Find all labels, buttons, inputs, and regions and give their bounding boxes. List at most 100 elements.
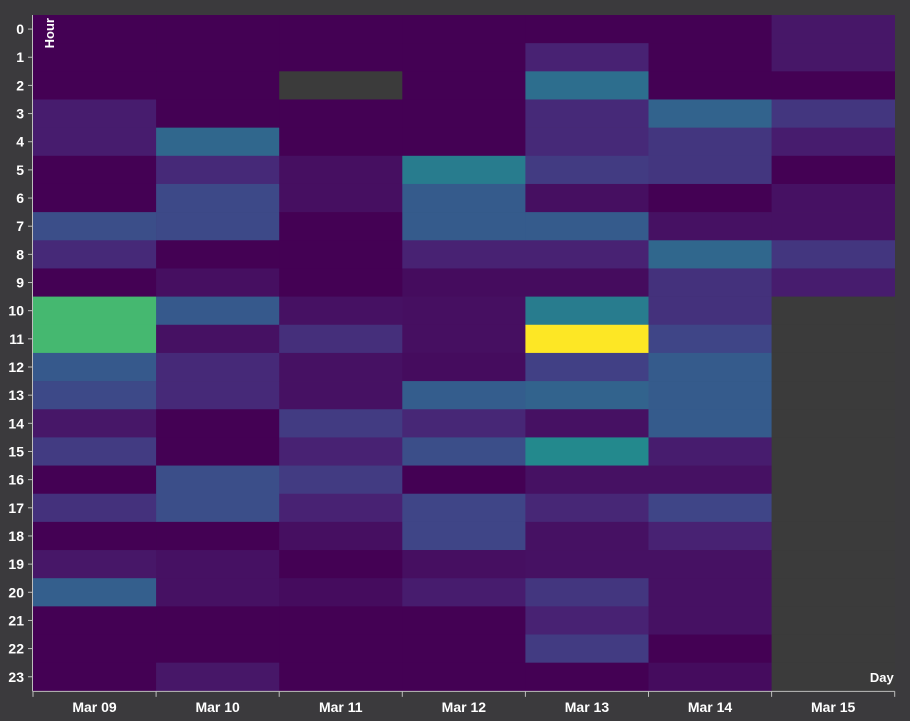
heatmap-cell — [525, 155, 649, 185]
heatmap-cell — [33, 521, 157, 551]
heatmap-cell — [33, 43, 157, 72]
y-tick-label: 1 — [16, 49, 24, 65]
heatmap-cell — [771, 381, 895, 410]
heatmap-cell — [33, 15, 157, 44]
heatmap-cell — [648, 99, 772, 128]
heatmap-cell — [156, 99, 280, 128]
heatmap-cell — [402, 465, 526, 495]
y-tick-label: 14 — [8, 415, 24, 431]
heatmap-cell — [279, 634, 403, 663]
heatmap-cell — [279, 15, 403, 44]
heatmap-cell — [771, 606, 895, 635]
heatmap-cell — [771, 15, 895, 44]
heatmap-cell — [156, 296, 280, 326]
heatmap-cell — [771, 155, 895, 185]
heatmap-cell — [525, 43, 649, 72]
heatmap-cell — [279, 381, 403, 410]
heatmap-cell — [156, 352, 280, 382]
heatmap-cell — [279, 99, 403, 128]
heatmap-cell — [156, 155, 280, 185]
heatmap-cell — [402, 43, 526, 72]
heatmap-cell — [402, 324, 526, 354]
y-tick-label: 21 — [8, 612, 24, 628]
heatmap-cell — [33, 550, 157, 579]
heatmap-cell — [156, 521, 280, 551]
x-tick-label: Mar 13 — [565, 699, 610, 715]
y-tick-label: 5 — [16, 162, 24, 178]
heatmap-cell — [771, 352, 895, 382]
heatmap-cell — [525, 71, 649, 100]
heatmap-cell — [402, 155, 526, 185]
heatmap-cell — [525, 662, 649, 692]
heatmap-cell — [279, 240, 403, 269]
heatmap-cell — [279, 465, 403, 495]
heatmap-cell — [648, 296, 772, 326]
y-tick-label: 3 — [16, 106, 24, 122]
heatmap-cell — [279, 43, 403, 72]
y-tick-label: 15 — [8, 443, 24, 459]
heatmap-cell — [402, 127, 526, 157]
y-tick-label: 10 — [8, 303, 24, 319]
y-tick-label: 0 — [16, 21, 24, 37]
heatmap-cell — [771, 437, 895, 466]
heatmap-cell — [33, 183, 157, 213]
heatmap-cell — [648, 324, 772, 354]
heatmap-cell — [279, 268, 403, 297]
heatmap-cell — [525, 521, 649, 551]
heatmap-cell — [33, 99, 157, 128]
heatmap-cell — [156, 634, 280, 663]
heatmap-cell — [648, 127, 772, 157]
heatmap-cell — [402, 71, 526, 100]
y-tick-label: 23 — [8, 669, 24, 685]
heatmap-cell — [771, 521, 895, 551]
heatmap-cell — [279, 127, 403, 157]
heatmap-cell — [771, 409, 895, 438]
heatmap-cell — [279, 606, 403, 635]
heatmap-cell — [648, 578, 772, 607]
heatmap-cell — [648, 352, 772, 382]
heatmap-cell — [525, 99, 649, 128]
heatmap-cell — [279, 550, 403, 579]
heatmap-cell — [648, 240, 772, 269]
x-axis-title: Day — [870, 670, 895, 685]
heatmap-cell — [402, 212, 526, 241]
heatmap-cell — [648, 662, 772, 692]
heatmap-cell — [648, 493, 772, 523]
heatmap-cell — [33, 409, 157, 438]
heatmap-cell — [402, 268, 526, 297]
heatmap-cell — [156, 662, 280, 692]
heatmap-cell — [156, 578, 280, 607]
heatmap-cell — [402, 550, 526, 579]
heatmap-cell — [525, 437, 649, 466]
y-axis-title: Hour — [42, 18, 57, 48]
heatmap-cell — [279, 296, 403, 326]
y-tick-label: 11 — [9, 331, 24, 347]
heatmap-cell — [525, 127, 649, 157]
heatmap-cell — [33, 578, 157, 607]
heatmap-cell — [525, 324, 649, 354]
heatmap-cell — [279, 578, 403, 607]
heatmap-cell — [279, 352, 403, 382]
heatmap-cell — [33, 268, 157, 297]
heatmap-cell — [771, 240, 895, 269]
heatmap-cell — [402, 578, 526, 607]
heatmap-cell — [156, 493, 280, 523]
x-tick-label: Mar 10 — [195, 699, 240, 715]
heatmap-cell — [525, 183, 649, 213]
heatmap-cell — [402, 493, 526, 523]
y-tick-label: 19 — [8, 556, 24, 572]
heatmap-cell — [33, 381, 157, 410]
heatmap-cell — [771, 43, 895, 72]
x-tick-label: Mar 15 — [811, 699, 856, 715]
heatmap-cell — [771, 634, 895, 663]
heatmap-cell — [156, 381, 280, 410]
heatmap-cell — [402, 99, 526, 128]
heatmap-cell — [279, 521, 403, 551]
heatmap-cell — [402, 352, 526, 382]
heatmap-cell — [33, 71, 157, 100]
y-tick-label: 12 — [8, 359, 24, 375]
heatmap-cell — [279, 437, 403, 466]
y-tick-label: 7 — [16, 218, 24, 234]
heatmap-cell — [525, 296, 649, 326]
heatmap-cell — [525, 578, 649, 607]
